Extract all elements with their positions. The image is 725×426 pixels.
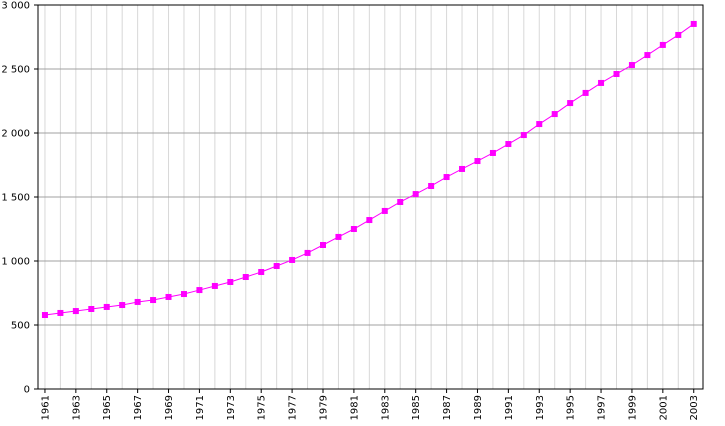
x-tick-label: 1987 [442, 395, 453, 420]
x-tick-label: 1991 [504, 395, 515, 420]
x-tick-label: 1997 [597, 395, 608, 420]
marker [165, 293, 172, 300]
marker [381, 207, 388, 214]
marker [150, 297, 157, 304]
x-tick-label: 1977 [288, 395, 299, 420]
marker [582, 89, 589, 96]
marker [443, 174, 450, 181]
marker [242, 274, 249, 280]
x-tick-label: 1999 [627, 395, 638, 420]
x-tick-label: 1963 [71, 395, 82, 420]
marker [273, 262, 280, 269]
marker [41, 312, 48, 319]
marker [366, 217, 373, 224]
marker [88, 306, 95, 312]
marker [119, 302, 126, 309]
x-tick-label: 1971 [195, 395, 206, 420]
marker [320, 242, 326, 248]
y-tick-label: 2 000 [1, 129, 30, 140]
marker [505, 141, 512, 148]
marker [335, 233, 342, 240]
y-tick-label: 0 [24, 385, 30, 396]
marker [196, 287, 203, 294]
y-tick-label: 500 [11, 321, 30, 332]
x-tick-label: 1961 [40, 395, 51, 420]
marker [211, 282, 218, 289]
marker [134, 298, 141, 305]
x-tick-label: 2003 [689, 395, 700, 420]
marker [304, 249, 311, 256]
marker [474, 158, 481, 165]
marker [489, 149, 496, 156]
marker [628, 62, 635, 69]
x-tick-label: 1965 [102, 395, 113, 420]
marker [412, 191, 419, 198]
marker [289, 256, 296, 263]
x-tick-label: 1993 [535, 395, 546, 420]
marker [613, 70, 620, 77]
marker [551, 111, 558, 118]
marker [567, 100, 574, 107]
y-tick-label: 3 000 [1, 1, 30, 12]
marker [397, 198, 404, 205]
x-tick-label: 1983 [380, 395, 391, 420]
x-tick-label: 1969 [164, 395, 175, 420]
x-tick-label: 1985 [411, 395, 422, 420]
x-tick-label: 1973 [226, 395, 237, 420]
marker [690, 20, 697, 27]
x-tick-label: 1967 [133, 395, 144, 420]
marker [428, 182, 435, 189]
marker [180, 291, 187, 298]
x-tick-label: 1989 [473, 395, 484, 420]
x-tick-label: 1995 [566, 395, 577, 420]
plot-frame [37, 4, 704, 390]
x-tick-label: 1975 [257, 395, 268, 420]
marker [350, 226, 357, 232]
marker [598, 79, 605, 86]
marker [227, 278, 234, 285]
marker [57, 309, 64, 316]
x-tick-label: 1981 [349, 395, 360, 420]
marker [459, 165, 466, 172]
marker [675, 31, 682, 38]
marker [644, 52, 651, 59]
y-tick-label: 1 500 [1, 193, 30, 204]
y-tick-label: 1 000 [1, 257, 30, 268]
x-tick-label: 2001 [658, 395, 669, 420]
marker [103, 303, 110, 310]
marker [520, 132, 527, 139]
x-tick-label: 1979 [319, 395, 330, 420]
marker [258, 269, 265, 276]
marker [536, 121, 543, 128]
marker [72, 308, 79, 315]
y-tick-label: 2 500 [1, 65, 30, 76]
marker [659, 41, 666, 48]
